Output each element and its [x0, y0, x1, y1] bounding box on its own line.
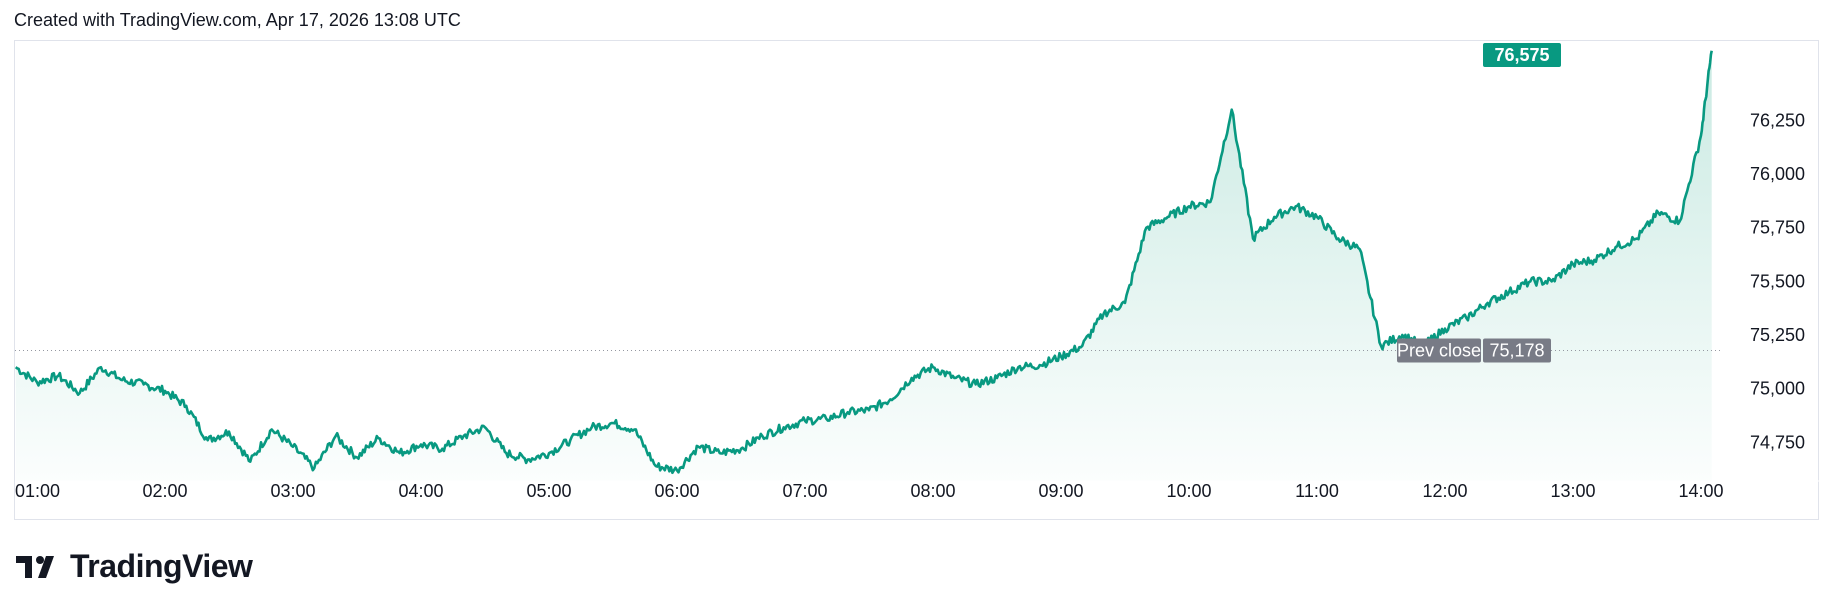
tradingview-logo-icon [16, 555, 54, 578]
prev-close-label: Prev close [1397, 341, 1481, 361]
price-line [15, 50, 1713, 475]
x-tick-label: 12:00 [1422, 481, 1467, 501]
brand-name: TradingView [70, 548, 253, 584]
prev-close-label-badge [1397, 338, 1481, 363]
current-price-value: 76,575 [1494, 45, 1549, 65]
x-tick-label: 09:00 [1038, 481, 1083, 501]
x-tick-label: 02:00 [142, 481, 187, 501]
y-tick-label: 75,500 [1750, 271, 1805, 291]
y-tick-label: 75,250 [1750, 325, 1805, 345]
x-tick-label: 13:00 [1550, 481, 1595, 501]
x-tick-label: 01:00 [15, 481, 60, 501]
y-tick-label: 75,750 [1750, 218, 1805, 238]
x-tick-label: 03:00 [270, 481, 315, 501]
y-tick-label: 76,000 [1750, 164, 1805, 184]
y-tick-label: 74,750 [1750, 432, 1805, 452]
x-tick-label: 07:00 [782, 481, 827, 501]
prev-close-value: 75,178 [1489, 341, 1544, 361]
price-area-fill [15, 50, 1712, 481]
tradingview-logo: TradingView [16, 548, 253, 585]
y-tick-label: 75,000 [1750, 379, 1805, 399]
x-tick-label: 04:00 [398, 481, 443, 501]
x-tick-label: 05:00 [526, 481, 571, 501]
price-chart[interactable]: 01:00 02:00 03:00 04:00 05:00 06:00 07:00 08:00… [15, 41, 1820, 521]
x-tick-label: 14:00 [1678, 481, 1723, 501]
x-tick-label: 10:00 [1166, 481, 1211, 501]
y-tick-label: 76,250 [1750, 110, 1805, 130]
current-price-badge [1483, 43, 1561, 67]
x-tick-label: 11:00 [1295, 481, 1339, 501]
x-tick-label: 08:00 [910, 481, 955, 501]
chart-watermark-text: Created with TradingView.com, Apr 17, 20… [14, 10, 461, 30]
prev-close-value-badge [1483, 338, 1551, 363]
chart-frame[interactable]: 01:00 02:00 03:00 04:00 05:00 06:00 07:00 08:00… [14, 40, 1820, 521]
x-tick-label: 06:00 [654, 481, 699, 501]
